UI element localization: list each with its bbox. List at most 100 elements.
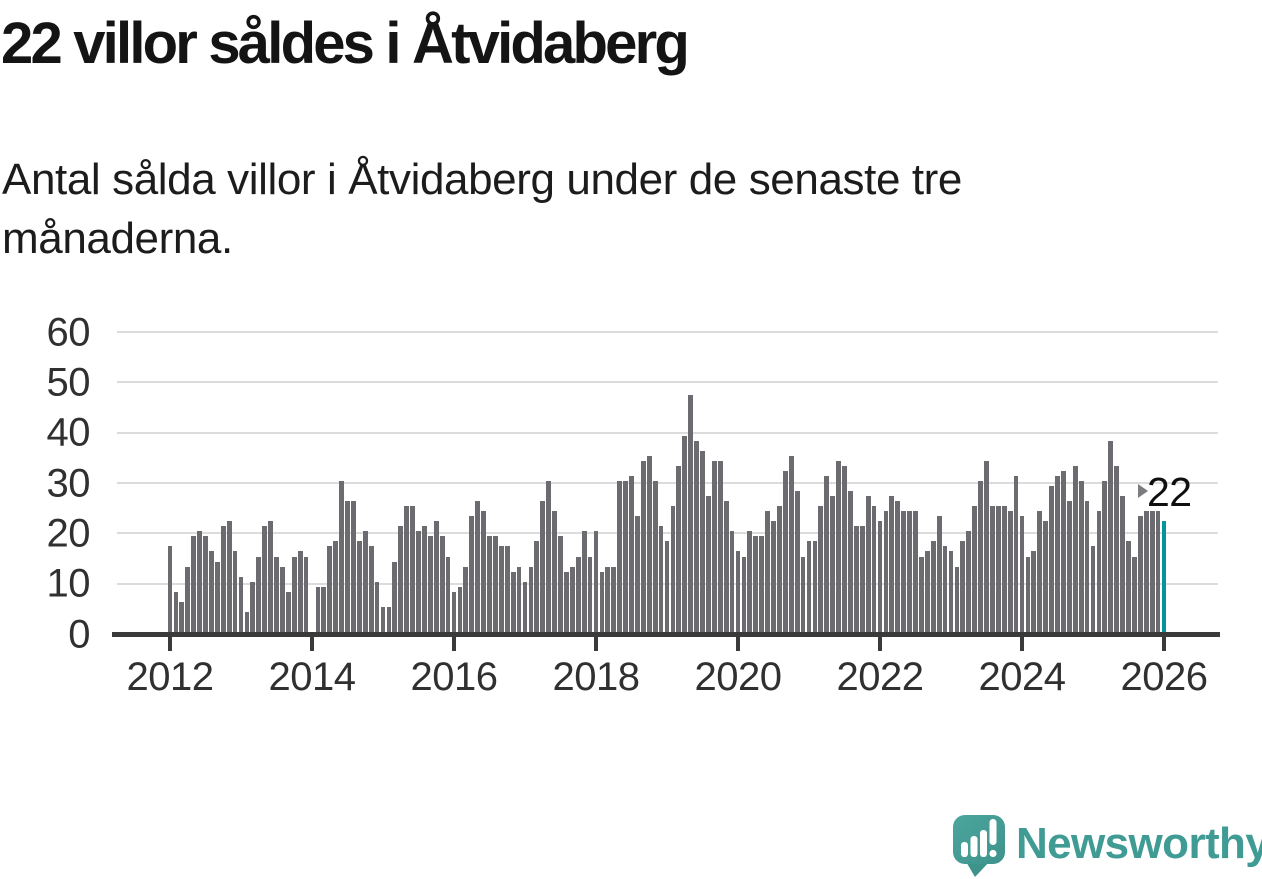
bar [1149,511,1155,632]
bar [191,536,197,632]
bar [587,556,593,632]
bar [818,506,824,632]
bar [540,501,546,632]
x-axis-tick-2022 [878,637,882,651]
bar [765,511,770,632]
bar [1013,475,1019,632]
bar [771,521,776,632]
bar [569,566,575,632]
chart-subtitle: Antal sålda villor i Åtvidaberg under de… [2,155,962,263]
bar [173,591,179,632]
bar [919,556,924,632]
bar [274,556,279,632]
bar [1019,516,1025,632]
bar [658,526,664,632]
bar [842,465,847,632]
bar [1102,481,1108,632]
bar [1126,541,1131,632]
bar [516,566,522,632]
bar [871,506,877,632]
bar [889,496,895,632]
bar [498,546,504,632]
bar [315,586,321,632]
gridline-30 [117,482,1218,484]
bar [1108,440,1114,632]
y-axis-label-60: 60 [46,310,91,355]
bar [380,606,386,632]
bar [362,531,368,632]
bar [356,541,362,632]
bar [291,556,297,632]
bar [167,546,173,632]
bar [522,581,528,632]
bar [203,536,208,632]
bar [280,566,285,632]
x-axis-tick-2024 [1020,637,1024,651]
gridline-60 [117,331,1218,334]
bar [457,586,463,632]
y-axis-label-20: 20 [46,511,91,556]
bar [558,536,563,632]
bar [1078,481,1084,632]
bar [605,566,611,632]
bar [1049,486,1054,632]
x-axis-tick-2014 [310,637,314,651]
bar [723,501,729,632]
bar [439,536,445,632]
bar [581,531,587,632]
bar [670,506,676,632]
bar [883,511,889,632]
bar [422,526,427,632]
bar [433,521,439,632]
bar [907,511,912,632]
bar [652,481,658,632]
bar [510,571,516,632]
bar [552,511,557,632]
bar [824,475,830,632]
bar [711,460,717,632]
bar [1096,511,1102,632]
bar [220,526,226,632]
bar [800,556,806,632]
bar [960,541,966,632]
bar [1137,516,1143,632]
bar [469,516,475,632]
bar [782,470,788,632]
bar [1007,511,1013,632]
newsworthy-logo: Newsworthy [950,812,1262,878]
bar [1090,546,1096,632]
bar [351,501,356,632]
bar [327,546,333,632]
y-axis-label-40: 40 [46,410,91,455]
bar [611,566,617,632]
bar [682,435,688,632]
bar [1037,511,1043,632]
bar [593,531,599,632]
bar [250,581,256,632]
bar [664,541,670,632]
bar [966,531,972,632]
bar [1132,556,1137,632]
bar [285,591,291,632]
bar [504,546,510,632]
bar [463,566,469,632]
bar [339,481,344,632]
bar [410,506,415,632]
latest-value-annotation: 22 [1147,469,1192,515]
x-axis-label-2012: 2012 [126,655,214,699]
bar [209,551,214,632]
bar [930,541,936,632]
bar [374,581,380,632]
bar [197,531,202,632]
bar [451,591,457,632]
bar [333,541,339,632]
bar [995,506,1001,632]
bar [575,556,581,632]
bar [1031,551,1037,632]
bar [972,506,978,632]
bar [1155,511,1161,632]
bar [865,496,871,632]
bar [268,521,273,632]
bar [978,481,983,632]
y-axis-label-0: 0 [68,612,90,656]
